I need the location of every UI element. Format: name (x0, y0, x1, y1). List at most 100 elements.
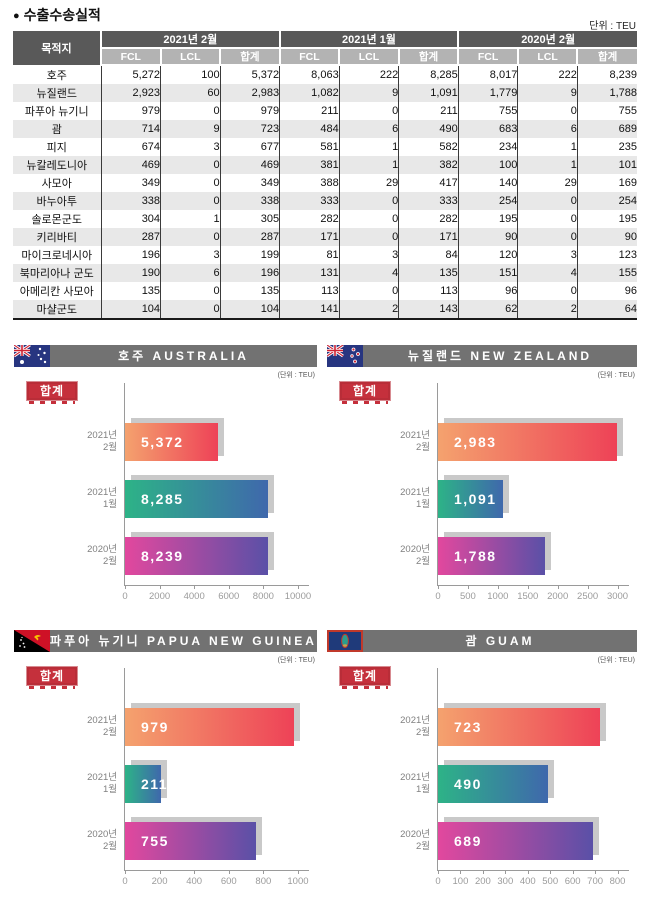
axis-tick-label: 800 (255, 876, 272, 887)
value-cell: 235 (576, 138, 637, 156)
bar-value-label: 490 (454, 776, 482, 792)
category-label: 2021년 2월 (400, 715, 430, 739)
chart-panel-papua-new-guinea: 파푸아 뉴기니 PAPUA NEW GUINEA (단위 : TEU) 합계 9… (14, 630, 317, 887)
table-row: 바누아투 338 0 338 333 0 333 254 0 254 (13, 192, 637, 210)
category-label: 2021년 2월 (87, 715, 117, 739)
value-cell: 5,272 (100, 65, 161, 84)
value-cell: 0 (517, 210, 578, 228)
axis-tick-label: 200 (474, 876, 491, 887)
value-cell: 333 (398, 192, 459, 210)
axis-tick-label: 1000 (487, 591, 509, 602)
table-row: 솔로몬군도 304 1 305 282 0 282 195 0 195 (13, 210, 637, 228)
destination-cell: 호주 (46, 69, 67, 82)
axis-tick-label: 500 (542, 876, 559, 887)
value-cell: 6 (517, 120, 578, 138)
value-cell: 0 (160, 192, 221, 210)
sub-header-lcl: LCL (159, 47, 221, 66)
value-cell: 0 (517, 282, 578, 300)
destination-cell: 사모아 (41, 178, 72, 190)
axis-tick-mark (460, 870, 462, 874)
value-cell: 8,285 (398, 65, 459, 84)
axis-tick-label: 200 (151, 876, 168, 887)
value-cell: 1 (517, 156, 578, 174)
bar: 755 (125, 822, 256, 860)
new-zealand-flag-icon (327, 345, 363, 367)
axis-tick-label: 800 (609, 876, 626, 887)
category-label: 2021년 1월 (87, 487, 117, 511)
axis-tick-mark (527, 870, 529, 874)
value-cell: 171 (279, 228, 340, 246)
table-header-row: 목적지 2021년 2월 2021년 1월 2020년 2월 (13, 31, 637, 65)
value-cell: 254 (457, 192, 518, 210)
value-cell: 723 (219, 120, 280, 138)
value-cell: 196 (100, 246, 161, 264)
axis-tick-mark (467, 585, 469, 589)
value-cell: 113 (279, 282, 340, 300)
value-cell: 0 (338, 102, 399, 120)
table-subheader-row: FCL LCL 합계 FCL LCL 합계 FCL LCL 합계 (13, 47, 637, 66)
bar: 211 (125, 765, 167, 803)
table-row: 마샬군도 104 0 104 141 2 143 62 2 64 (13, 300, 637, 320)
axis-tick-label: 8000 (252, 591, 274, 602)
axis-tick-label: 4000 (183, 591, 205, 602)
value-cell: 6 (160, 264, 221, 282)
value-cell: 2,923 (100, 84, 161, 102)
value-cell: 155 (576, 264, 637, 282)
bar-chart-guam: 723 2021년 2월 490 2021년 1월 689 2020년 2월 0 100 200… (400, 668, 629, 887)
axis-tick-mark (438, 870, 439, 874)
value-cell: 0 (338, 228, 399, 246)
value-cell: 131 (279, 264, 340, 282)
value-cell: 9 (517, 84, 578, 102)
axis-tick-mark (228, 585, 230, 589)
value-cell: 90 (576, 228, 637, 246)
chart-panel-australia: 호주 AUSTRALIA (단위 : TEU) 합계 5,372 2021년 2월… (14, 345, 317, 602)
bar-chart-new-zealand: 2,983 2021년 2월 1,091 2021년 1월 1,788 2020년 2월 0… (400, 383, 629, 602)
axis-tick-label: 2000 (149, 591, 171, 602)
value-cell: 135 (219, 282, 280, 300)
papua-new-guinea-flag-icon (14, 630, 50, 652)
value-cell: 135 (100, 282, 161, 300)
axis-tick-label: 0 (122, 591, 128, 602)
value-cell: 3 (160, 246, 221, 264)
value-cell: 9 (338, 84, 399, 102)
value-cell: 4 (338, 264, 399, 282)
value-cell: 100 (457, 156, 518, 174)
category-label: 2021년 1월 (400, 487, 430, 511)
axis-tick-mark (263, 870, 265, 874)
value-cell: 1,788 (576, 84, 637, 102)
value-cell: 104 (100, 300, 161, 320)
bar: 8,285 (125, 480, 269, 518)
bar-value-label: 8,285 (141, 491, 184, 507)
value-cell: 381 (279, 156, 340, 174)
axis-tick-mark (572, 870, 574, 874)
axis-tick-mark (550, 870, 552, 874)
value-cell: 151 (457, 264, 518, 282)
value-cell: 3 (160, 138, 221, 156)
panel-header: 뉴질랜드 NEW ZEALAND (327, 345, 637, 367)
axis-tick-label: 0 (435, 876, 441, 887)
panel-title: 괌 GUAM (363, 630, 637, 652)
value-cell: 0 (160, 300, 221, 320)
destination-cell: 바누아투 (36, 196, 77, 208)
value-cell: 333 (279, 192, 340, 210)
bar-value-label: 8,239 (141, 548, 184, 564)
value-cell: 0 (160, 282, 221, 300)
bar-value-label: 2,983 (454, 434, 497, 450)
bar-chart-australia: 5,372 2021년 2월 8,285 2021년 1월 8,239 2020년 2월 0… (87, 383, 311, 602)
category-label: 2021년 2월 (400, 430, 430, 454)
table-row: 파푸아 뉴기니 979 0 979 211 0 211 755 0 755 (13, 102, 637, 120)
category-label: 2020년 2월 (400, 829, 430, 853)
bar: 5,372 (125, 423, 218, 461)
destination-cell: 괌 (51, 124, 62, 136)
value-cell: 195 (576, 210, 637, 228)
value-cell: 1,779 (457, 84, 518, 102)
sub-header-total: 합계 (219, 47, 280, 66)
australia-flag-icon (14, 345, 50, 367)
value-cell: 62 (457, 300, 518, 320)
bar: 490 (438, 765, 548, 803)
panel-header: 호주 AUSTRALIA (14, 345, 317, 367)
axis-tick-mark (297, 585, 299, 589)
export-table-body: 호주 5,272 100 5,372 8,063 222 8,285 8,017 222 8,23… (13, 65, 637, 320)
value-cell: 0 (338, 210, 399, 228)
